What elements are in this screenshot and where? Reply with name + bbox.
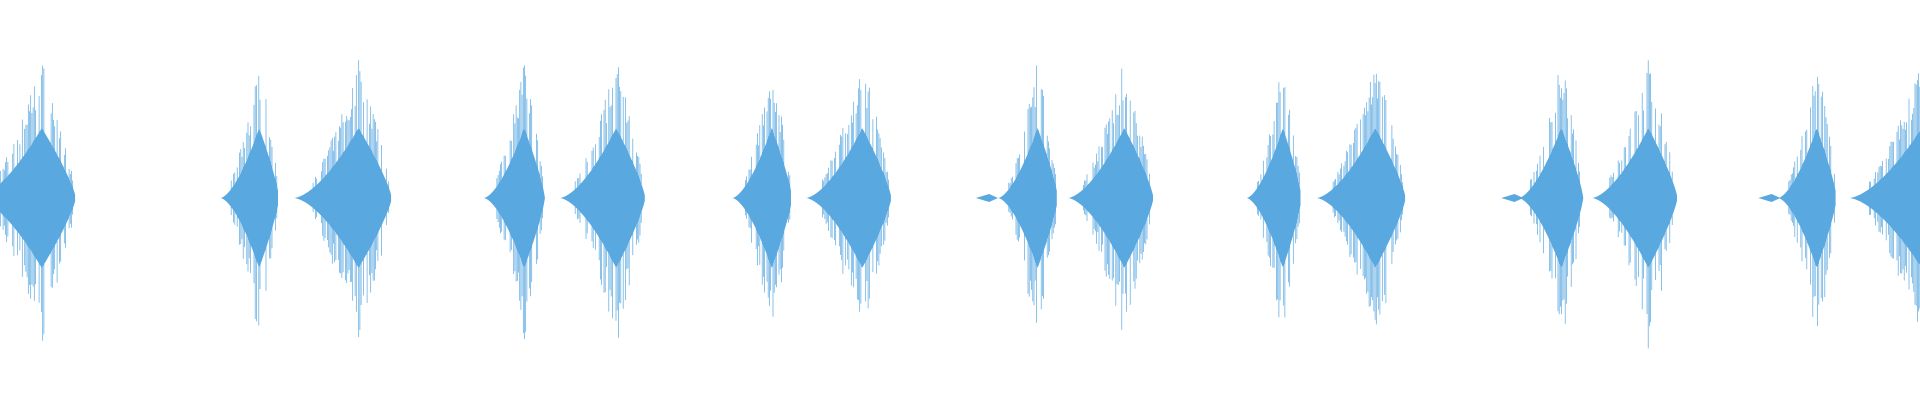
wave-spikes [574,67,642,338]
wave-core [1246,129,1301,267]
wave-spikes [230,76,278,326]
wave-spikes [745,89,791,317]
wave-spikes [1256,82,1300,318]
wave-tick [1501,194,1524,202]
wave-spikes [822,79,889,312]
wave-spikes [496,65,543,340]
wave-tick [1758,194,1781,202]
wave-spikes [1332,73,1404,325]
wave-spikes [312,60,390,337]
wave-spikes [1869,73,1920,322]
wave-spikes [1788,76,1835,326]
wave-core [1591,128,1677,268]
wave-core [805,128,891,268]
wave-core [0,128,76,268]
wave-spikes [0,65,74,341]
wave-spikes [1609,60,1673,349]
wave-spikes [1530,75,1580,324]
wave-core [732,128,791,268]
wave-core [1849,130,1920,266]
wave-tick [975,194,998,202]
wave-spikes [1008,65,1056,323]
wave-spikes [1083,68,1150,330]
wave-core [483,129,545,267]
wave-core [1067,128,1153,268]
wave-core [559,128,645,268]
wave-core [998,128,1057,268]
